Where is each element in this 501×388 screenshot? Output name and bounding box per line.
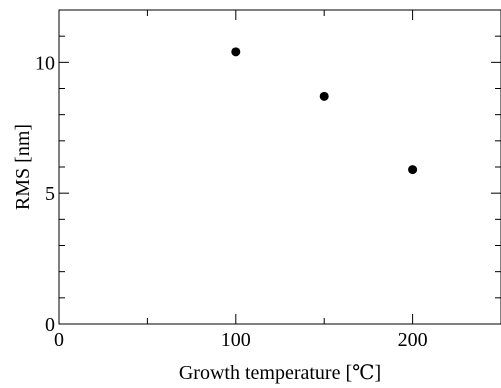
y-tick-label: 5 [45,183,55,205]
x-tick-label: 0 [54,329,64,351]
tick-labels: 0 100 200 0 5 10 [35,52,428,351]
axis-ticks [58,9,501,325]
x-tick-label: 100 [221,329,251,351]
data-point [408,165,418,175]
x-axis-title: Growth temperature [℃] [179,362,381,384]
data-point [319,91,329,101]
x-tick-label: 200 [398,329,428,351]
y-tick-label: 0 [45,314,55,336]
y-axis-title: RMS [nm] [12,124,34,210]
data-points [231,47,418,175]
y-tick-label: 10 [35,52,55,74]
plot-frame [58,9,501,325]
data-point [231,47,241,57]
